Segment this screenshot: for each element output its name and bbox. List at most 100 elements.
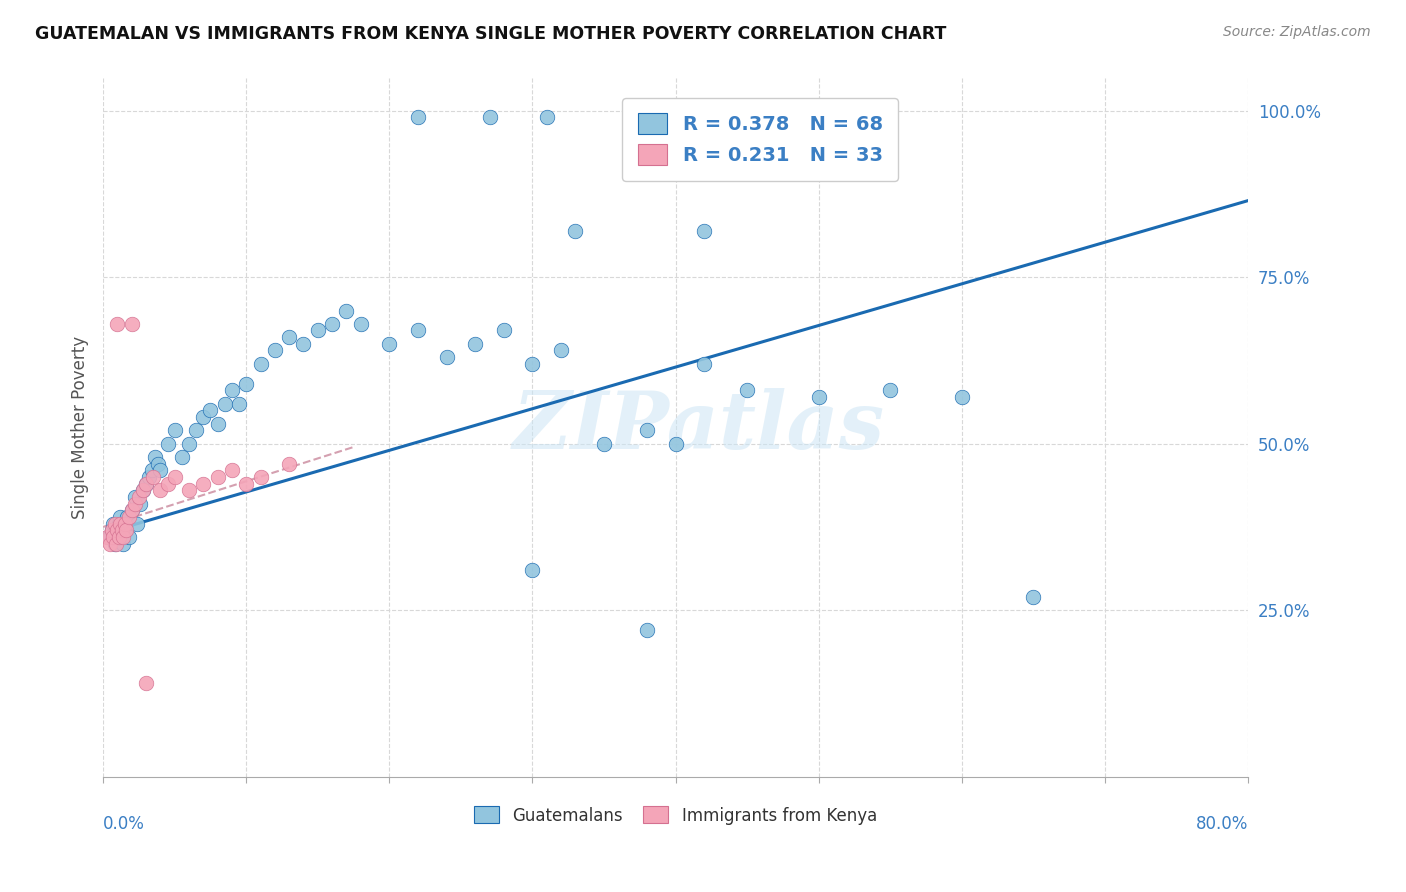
Point	[492, 323, 515, 337]
Point	[146, 457, 169, 471]
Point	[735, 384, 758, 398]
Point	[135, 476, 157, 491]
Point	[138, 470, 160, 484]
Point	[115, 523, 138, 537]
Point	[135, 676, 157, 690]
Point	[214, 397, 236, 411]
Point	[693, 224, 716, 238]
Point	[107, 523, 129, 537]
Point	[124, 497, 146, 511]
Point	[112, 530, 135, 544]
Text: GUATEMALAN VS IMMIGRANTS FROM KENYA SINGLE MOTHER POVERTY CORRELATION CHART: GUATEMALAN VS IMMIGRANTS FROM KENYA SING…	[35, 25, 946, 43]
Point	[118, 510, 141, 524]
Point	[1022, 590, 1045, 604]
Point	[100, 523, 122, 537]
Point	[108, 516, 131, 531]
Point	[522, 563, 544, 577]
Point	[142, 470, 165, 484]
Point	[292, 336, 315, 351]
Point	[110, 516, 132, 531]
Point	[221, 384, 243, 398]
Point	[278, 457, 301, 471]
Point	[593, 436, 616, 450]
Point	[103, 536, 125, 550]
Point	[193, 476, 215, 491]
Y-axis label: Single Mother Poverty: Single Mother Poverty	[72, 335, 89, 518]
Point	[350, 317, 373, 331]
Point	[693, 357, 716, 371]
Point	[335, 303, 357, 318]
Point	[110, 510, 132, 524]
Point	[207, 470, 229, 484]
Point	[128, 490, 150, 504]
Point	[263, 343, 285, 358]
Point	[121, 503, 143, 517]
Point	[522, 357, 544, 371]
Point	[564, 224, 586, 238]
Point	[124, 490, 146, 504]
Point	[163, 423, 186, 437]
Point	[98, 536, 121, 550]
Point	[378, 336, 401, 351]
Text: 80.0%: 80.0%	[1195, 815, 1249, 833]
Point	[101, 530, 124, 544]
Point	[127, 516, 149, 531]
Point	[664, 436, 686, 450]
Point	[228, 397, 250, 411]
Point	[115, 516, 138, 531]
Point	[207, 417, 229, 431]
Point	[249, 357, 271, 371]
Point	[163, 470, 186, 484]
Point	[100, 523, 122, 537]
Point	[105, 536, 128, 550]
Point	[235, 476, 257, 491]
Point	[307, 323, 329, 337]
Text: Source: ZipAtlas.com: Source: ZipAtlas.com	[1223, 25, 1371, 39]
Point	[121, 317, 143, 331]
Point	[156, 436, 179, 450]
Point	[950, 390, 973, 404]
Point	[111, 530, 134, 544]
Point	[200, 403, 222, 417]
Point	[132, 483, 155, 498]
Point	[149, 463, 172, 477]
Point	[406, 111, 429, 125]
Point	[235, 376, 257, 391]
Point	[186, 423, 208, 437]
Legend: Guatemalans, Immigrants from Kenya: Guatemalans, Immigrants from Kenya	[468, 800, 883, 831]
Point	[111, 523, 134, 537]
Point	[636, 423, 658, 437]
Point	[193, 410, 215, 425]
Point	[143, 450, 166, 464]
Point	[141, 463, 163, 477]
Point	[249, 470, 271, 484]
Point	[478, 111, 501, 125]
Point	[108, 530, 131, 544]
Point	[879, 384, 901, 398]
Point	[406, 323, 429, 337]
Point	[103, 516, 125, 531]
Point	[278, 330, 301, 344]
Point	[221, 463, 243, 477]
Point	[112, 536, 135, 550]
Point	[114, 523, 136, 537]
Point	[132, 483, 155, 498]
Point	[114, 516, 136, 531]
Point	[464, 336, 486, 351]
Point	[550, 343, 572, 358]
Point	[107, 317, 129, 331]
Point	[107, 523, 129, 537]
Text: ZIPatlas: ZIPatlas	[512, 388, 884, 466]
Text: 0.0%: 0.0%	[103, 815, 145, 833]
Point	[536, 111, 558, 125]
Point	[97, 530, 120, 544]
Point	[149, 483, 172, 498]
Point	[135, 476, 157, 491]
Point	[321, 317, 343, 331]
Point	[177, 436, 200, 450]
Point	[117, 510, 139, 524]
Point	[118, 530, 141, 544]
Point	[807, 390, 830, 404]
Point	[121, 503, 143, 517]
Point	[96, 530, 118, 544]
